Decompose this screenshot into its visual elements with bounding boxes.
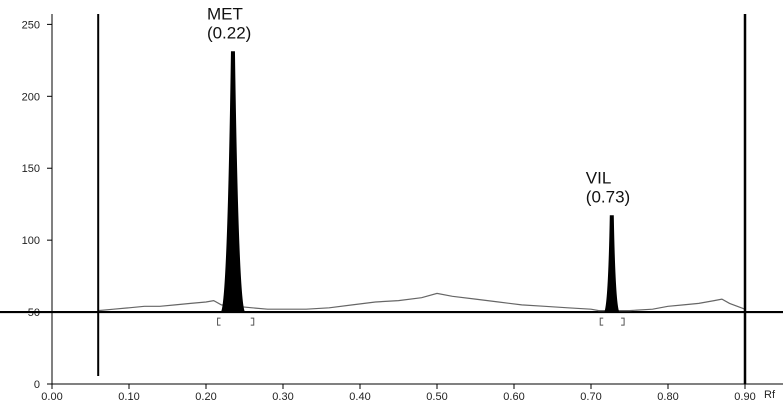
x-tick-label: 0.10	[118, 391, 139, 403]
y-ticks: 050100150200250	[22, 19, 52, 391]
x-tick-label: 0.80	[657, 391, 678, 403]
peaks	[217, 51, 625, 326]
x-tick-label: 0.20	[195, 391, 216, 403]
y-tick-label: 150	[22, 163, 40, 175]
peak-name-label: MET	[207, 5, 243, 24]
x-tick-label: 0.40	[349, 391, 370, 403]
peak-rf-label: (0.73)	[586, 188, 630, 207]
y-tick-label: 200	[22, 91, 40, 103]
peak-labels: MET(0.22) VIL(0.73)	[207, 5, 630, 207]
x-axis: Rf	[52, 383, 783, 401]
peak-end-bracket	[250, 317, 255, 326]
peak-met	[220, 51, 246, 313]
peak-vil	[604, 215, 620, 313]
peak-start-bracket	[599, 317, 604, 326]
y-tick-label: 250	[22, 19, 40, 31]
peak-end-bracket	[621, 317, 625, 326]
signal-trace	[98, 292, 746, 312]
y-tick-label: 100	[22, 235, 40, 247]
peak-start-bracket	[217, 317, 221, 326]
x-ticks: 0.00 0.10 0.20 0.30 0.40 0.50 0.60 0.70 0.80 0.90	[41, 384, 756, 403]
x-tick-label: 0.30	[272, 391, 293, 403]
y-tick-label: 0	[34, 379, 40, 391]
peak-rf-label: (0.22)	[207, 24, 251, 43]
peak-name-label: VIL	[586, 169, 612, 188]
x-tick-label: 0.90	[734, 391, 755, 403]
x-tick-label: 0.00	[41, 391, 62, 403]
x-axis-unit-label: Rf	[764, 389, 776, 401]
x-tick-label: 0.70	[580, 391, 601, 403]
rf-markers	[97, 14, 747, 384]
trace	[0, 292, 783, 314]
x-tick-label: 0.60	[503, 391, 524, 403]
x-tick-label: 0.50	[426, 391, 447, 403]
